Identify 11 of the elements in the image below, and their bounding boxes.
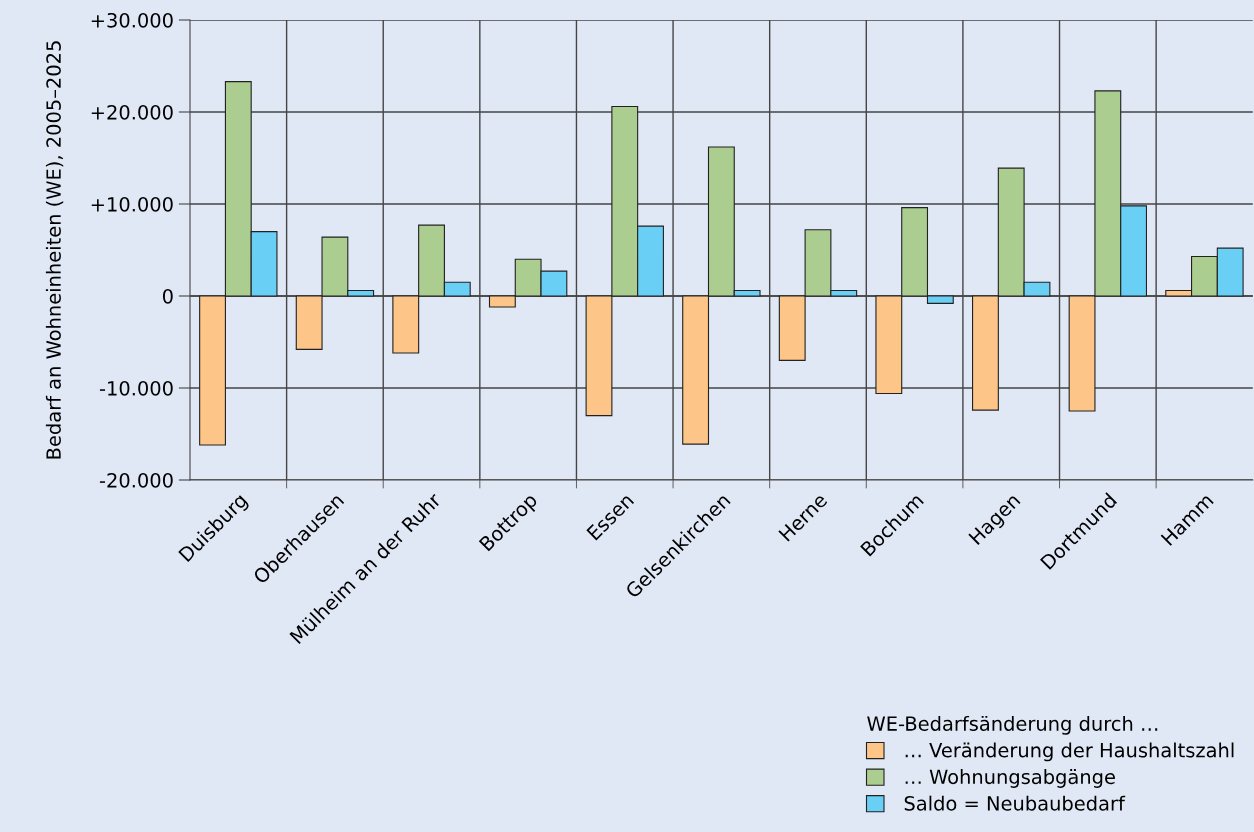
legend-label: … Veränderung der Haushaltszahl [905, 742, 1234, 762]
y-tick-label: -20.000 [99, 472, 173, 488]
y-tick-label: 0 [162, 288, 173, 304]
y-tick-label: -10.000 [99, 380, 173, 396]
legend-title: WE-Bedarfsänderung durch … [867, 715, 1158, 735]
y-tick-label: +20.000 [91, 104, 173, 120]
y-axis-title: Bedarf an Wohneinheiten (WE), 2005–2025 [45, 41, 64, 459]
legend-label: Saldo = Neubaubedarf [904, 795, 1126, 811]
y-tick-label: +10.000 [91, 196, 173, 212]
y-tick-label: +30.000 [91, 12, 173, 28]
legend-label: … Wohnungsabgänge [905, 769, 1115, 788]
